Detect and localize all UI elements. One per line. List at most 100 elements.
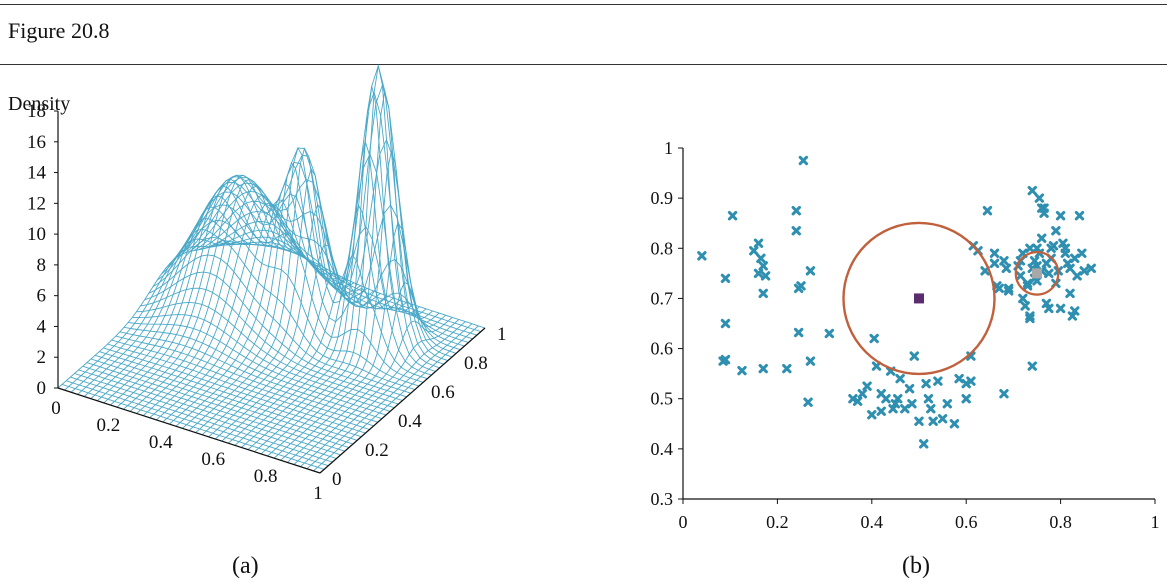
scatter-point (881, 394, 891, 404)
scatter-point (749, 246, 759, 256)
header-top-rule (0, 4, 1167, 5)
scatter-point (697, 251, 707, 261)
scatter-point (994, 283, 1004, 294)
scatter-point (852, 396, 863, 406)
mesh-line-y (313, 325, 479, 472)
caption-b: (b) (902, 553, 930, 579)
mesh-line-y (286, 317, 453, 463)
z-tick-label: 18 (27, 101, 46, 122)
z-tick-label: 2 (37, 347, 47, 368)
mesh-line-x (222, 239, 486, 329)
y-tick-label: 0.4 (651, 439, 674, 459)
small-circle (1014, 251, 1060, 296)
scatter-point (1070, 253, 1080, 264)
x-tick-label: 0.4 (149, 432, 173, 453)
scatter-point (1025, 243, 1035, 253)
mesh-line-x (218, 242, 482, 333)
scatter-point (805, 356, 816, 366)
z-tick-label: 0 (37, 378, 47, 399)
x-tick-label: 0.8 (1049, 512, 1072, 532)
scatter-point (867, 410, 877, 420)
scatter-point (1039, 208, 1049, 218)
x-tick-label: 0 (51, 398, 61, 419)
mesh-line-x (181, 64, 444, 365)
scatter-axes: 0.3 0.4 0.5 0.6 0.7 0.8 0.9 1 0 0.2 0.4 0.6 0.8 1 (651, 138, 1160, 532)
scatter-point (824, 328, 835, 339)
mesh-line-x (148, 254, 411, 394)
mesh-line-x (210, 236, 473, 340)
scatter-point (791, 205, 801, 216)
mesh-line-y (293, 319, 460, 465)
mesh-line-y (260, 90, 427, 455)
scatter-point (1025, 311, 1035, 321)
scatter-point (999, 389, 1009, 399)
scatter-point (720, 318, 731, 329)
mesh-line-x (169, 161, 432, 376)
scatter-point (1065, 288, 1075, 299)
mesh-line-x (198, 210, 461, 351)
x-axis-line (57, 387, 321, 474)
scatter-point (1051, 226, 1061, 236)
z-tick-label: 14 (27, 163, 47, 184)
scatter-point (989, 258, 1000, 269)
figure-label: Figure 20.8 (8, 18, 110, 43)
x-tick-label: 0.2 (97, 415, 121, 436)
scatter-point (914, 416, 924, 426)
mesh-line-x (177, 90, 440, 369)
scatter-point (756, 253, 766, 264)
scatter-point (961, 378, 971, 389)
scatter-point (1048, 241, 1059, 251)
scatter-point (1037, 233, 1047, 243)
scatter-point (928, 416, 938, 426)
y-tick-label: 0.6 (431, 382, 455, 403)
scatter-point (919, 439, 929, 449)
y-tick-label: 0.4 (398, 411, 422, 432)
scatter-point (895, 373, 905, 384)
small-center-marker (1032, 268, 1042, 279)
mesh-line-y (247, 86, 414, 450)
scatter-point (949, 419, 960, 429)
scatter-point (758, 363, 768, 374)
x-tick-label: 1 (1151, 512, 1160, 532)
scatter-point (921, 378, 931, 389)
scatter-point (1020, 301, 1030, 311)
scatter-point (980, 266, 990, 276)
scatter-point (760, 271, 771, 281)
y-tick-label: 0 (332, 469, 342, 490)
x-tick-label: 0.6 (955, 512, 978, 532)
scatter-point (857, 389, 868, 399)
scatter-point (1060, 243, 1071, 253)
scatter-point (1072, 271, 1082, 281)
scatter-point (1015, 271, 1026, 281)
scatter-point (999, 256, 1009, 266)
y-tick-label: 0.9 (651, 188, 674, 208)
scatter-point (758, 261, 768, 271)
mesh-line-x (144, 271, 407, 398)
scatter-point (1003, 283, 1014, 294)
mesh-line-y (300, 321, 466, 467)
scatter-point (803, 397, 813, 407)
scatter-point (1032, 276, 1042, 286)
y-axis-line (319, 327, 486, 474)
scatter-point (961, 394, 971, 404)
x-tick-label: 0.8 (254, 466, 278, 487)
scatter-point (1077, 248, 1087, 258)
scatter-point (933, 376, 943, 386)
caption-a: (a) (232, 553, 259, 579)
z-axis-label: Density (8, 93, 70, 115)
scatter-point (1074, 210, 1085, 221)
scatter-point (1055, 303, 1066, 314)
x-tick-label: 0 (679, 512, 688, 532)
z-tick-label: 16 (27, 132, 46, 153)
y-tick-label: 0.5 (651, 389, 674, 409)
scatter-point (727, 210, 738, 221)
scatter-point (758, 288, 768, 299)
scatter-point (753, 268, 764, 279)
y-tick-label: 0.7 (651, 288, 674, 308)
center-marker (914, 293, 924, 304)
scatter-point (904, 383, 915, 394)
x-tick-label: 0.2 (766, 512, 789, 532)
x-tick-label: 1 (313, 483, 323, 504)
scatter-point (1044, 268, 1054, 279)
scatter-overlay (842, 221, 1060, 376)
